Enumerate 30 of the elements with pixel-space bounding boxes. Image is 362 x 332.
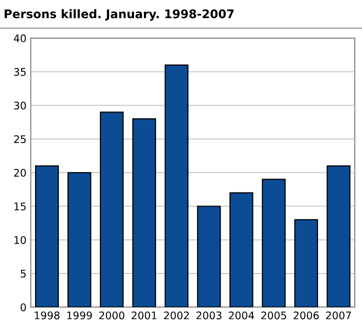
bar (197, 206, 221, 308)
x-tick-label: 2004 (228, 311, 254, 320)
y-tick-label: 15 (14, 202, 26, 210)
y-tick-label: 40 (14, 34, 26, 42)
y-tick-label: 30 (14, 102, 26, 110)
y-tick-label: 20 (14, 168, 26, 177)
bar (100, 112, 124, 308)
x-tick-label: 2001 (132, 311, 156, 320)
x-tick-label: 1999 (67, 311, 92, 320)
bar (326, 165, 350, 308)
x-tick-label: 2005 (261, 311, 286, 320)
x-tick-label: 2000 (99, 311, 124, 320)
x-tick-label: 2003 (196, 311, 222, 320)
x-tick-label: 1998 (34, 311, 60, 320)
chart-title: Persons killed. January. 1998-2007 (4, 9, 234, 21)
bar (67, 172, 92, 308)
bar (35, 165, 59, 308)
x-tick-label: 2002 (164, 311, 189, 320)
y-tick-label: 35 (14, 68, 26, 76)
y-tick-label: 25 (14, 135, 26, 144)
bar (229, 192, 254, 308)
y-tick-label: 10 (14, 236, 26, 244)
bar (132, 118, 156, 308)
y-tick-label: 0 (20, 303, 26, 312)
bar (164, 64, 188, 308)
bar (262, 178, 286, 308)
x-tick-label: 2007 (326, 311, 351, 320)
y-tick-label: 5 (20, 270, 26, 278)
x-tick-label: 2006 (294, 311, 319, 320)
bar (294, 219, 318, 308)
